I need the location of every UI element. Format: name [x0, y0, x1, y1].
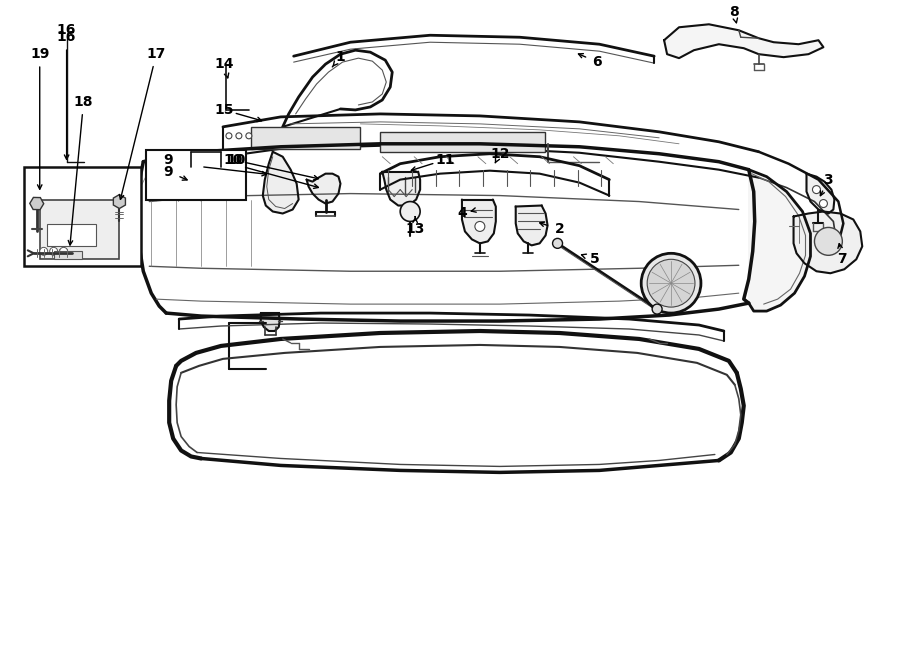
Bar: [251, 127, 360, 149]
Bar: [47, 225, 96, 247]
Text: 19: 19: [30, 47, 50, 61]
Text: 2: 2: [554, 223, 564, 237]
Text: 10: 10: [226, 153, 246, 167]
Circle shape: [652, 304, 662, 314]
Bar: [381, 132, 544, 152]
Polygon shape: [749, 170, 811, 311]
Circle shape: [819, 200, 827, 208]
Text: 7: 7: [838, 253, 847, 266]
Circle shape: [553, 239, 562, 249]
Polygon shape: [806, 174, 834, 214]
Polygon shape: [261, 313, 280, 331]
Circle shape: [814, 227, 842, 255]
Text: 8: 8: [729, 5, 739, 19]
Text: 11: 11: [436, 153, 454, 167]
Circle shape: [475, 221, 485, 231]
Circle shape: [50, 247, 58, 255]
Bar: [54, 251, 82, 259]
Circle shape: [647, 259, 695, 307]
Polygon shape: [462, 200, 496, 243]
Circle shape: [40, 247, 48, 255]
Circle shape: [236, 133, 242, 139]
Polygon shape: [382, 172, 420, 206]
Polygon shape: [664, 24, 824, 58]
Text: 17: 17: [147, 47, 166, 61]
Circle shape: [226, 133, 232, 139]
Text: 10: 10: [223, 153, 243, 167]
Text: 16: 16: [57, 30, 76, 44]
Text: 12: 12: [490, 147, 509, 161]
Text: 14: 14: [214, 57, 234, 71]
Text: 13: 13: [406, 223, 425, 237]
Text: 1: 1: [336, 50, 346, 64]
Text: 4: 4: [457, 206, 467, 221]
Text: 9: 9: [164, 153, 173, 167]
Bar: [147, 150, 246, 200]
Bar: [40, 200, 120, 259]
Polygon shape: [794, 212, 862, 273]
Circle shape: [813, 186, 821, 194]
Text: 18: 18: [74, 95, 94, 109]
Polygon shape: [307, 174, 340, 204]
Circle shape: [59, 247, 68, 255]
Circle shape: [246, 133, 252, 139]
Circle shape: [641, 253, 701, 313]
Text: 3: 3: [824, 173, 833, 186]
Text: 9: 9: [164, 165, 173, 178]
Text: 6: 6: [592, 55, 602, 69]
Text: 5: 5: [590, 253, 599, 266]
Text: 15: 15: [214, 103, 234, 117]
Bar: [23, 167, 141, 266]
Polygon shape: [516, 206, 547, 245]
Circle shape: [400, 202, 420, 221]
Text: 16: 16: [57, 23, 76, 37]
Polygon shape: [263, 152, 299, 214]
